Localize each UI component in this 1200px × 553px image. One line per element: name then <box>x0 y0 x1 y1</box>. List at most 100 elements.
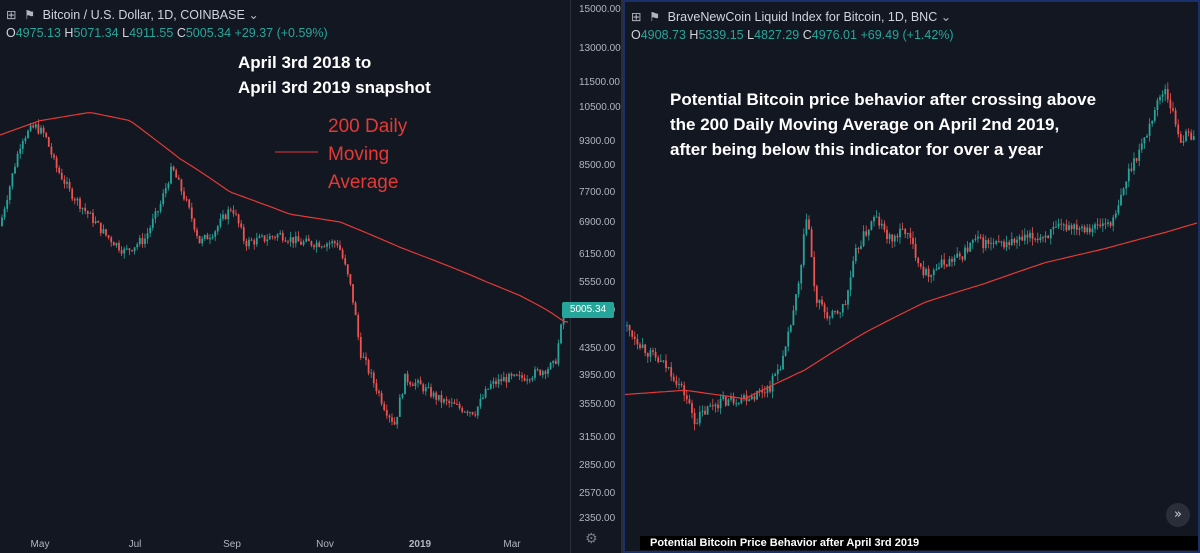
candle-body <box>935 269 938 271</box>
candle-body <box>782 355 784 370</box>
pane-divider[interactable] <box>621 0 623 553</box>
candles <box>1 119 565 429</box>
chevron-down-icon[interactable]: ⌄ <box>940 9 952 24</box>
candle-body <box>987 240 990 244</box>
candle-body <box>198 235 201 244</box>
candle-body <box>1021 236 1024 241</box>
candle-body <box>1122 188 1125 195</box>
candle-body <box>29 125 32 131</box>
right-chart-pane[interactable]: ⊞ ⚑ BraveNewCoin Liquid Index for Bitcoi… <box>623 0 1200 553</box>
candle-body <box>539 369 542 376</box>
candle-body <box>841 303 844 313</box>
candle-body <box>964 247 966 260</box>
candle-body <box>649 350 652 357</box>
left-price-axis[interactable]: 15000.00 13000.00 11500.00 10500.00 9300.00 8… <box>570 0 623 553</box>
candle-body <box>388 415 391 418</box>
candle-body <box>201 238 204 244</box>
candle-body <box>323 246 326 248</box>
candle-body <box>492 381 495 384</box>
candle-body <box>453 402 456 404</box>
candle-body <box>214 231 217 237</box>
right-annotation: Potential Bitcoin price behavior after c… <box>670 90 1097 159</box>
gear-icon[interactable]: ⚙ <box>585 531 598 547</box>
candle-body <box>84 207 87 212</box>
candle-body <box>836 311 839 314</box>
candle-body <box>393 421 396 425</box>
candle-body <box>1138 149 1141 161</box>
candle-body <box>151 218 154 228</box>
candle-body <box>149 227 152 234</box>
double-chevron-right-icon[interactable]: » <box>1166 503 1190 527</box>
candle-body <box>432 392 435 397</box>
left-chart-pane[interactable]: May Jul Sep Nov 2019 Mar ⊞ ⚑ Bitcoin / U.S. D… <box>0 0 570 553</box>
candle-body <box>626 325 628 327</box>
candle-body <box>979 236 982 238</box>
candle-body <box>8 186 11 200</box>
candle-body <box>1127 168 1130 182</box>
candle-body <box>404 373 406 395</box>
x-tick-label: May <box>31 539 50 550</box>
expand-icon[interactable]: ⊞ <box>631 9 642 24</box>
candle-body <box>188 199 191 208</box>
candle-body <box>714 404 717 407</box>
candle-body <box>552 360 555 363</box>
candle-body <box>55 157 58 168</box>
candle-body <box>32 125 35 128</box>
x-axis-ticks: May Jul Sep Nov 2019 Mar <box>31 539 522 550</box>
candle-body <box>875 216 878 218</box>
candle-body <box>435 392 438 400</box>
candle-body <box>242 227 245 241</box>
candle-body <box>698 412 701 424</box>
candle-body <box>1182 140 1185 143</box>
candle-body <box>943 259 946 265</box>
left-price-chart[interactable]: May Jul Sep Nov 2019 Mar <box>0 0 570 553</box>
candle-body <box>1091 228 1094 233</box>
right-symbol-title[interactable]: BraveNewCoin Liquid Index for Bitcoin, 1… <box>667 10 938 24</box>
candle-body <box>222 214 224 219</box>
expand-icon[interactable]: ⊞ <box>6 7 17 22</box>
right-price-chart[interactable] <box>625 2 1198 551</box>
candle-body <box>893 235 896 242</box>
left-symbol-title[interactable]: Bitcoin / U.S. Dollar, 1D, COINBASE <box>42 8 245 22</box>
candle-body <box>237 214 240 224</box>
candle-body <box>71 188 74 200</box>
candle-body <box>958 253 961 257</box>
candle-body <box>810 229 813 257</box>
candle-body <box>730 396 732 400</box>
candle-body <box>445 399 448 401</box>
y-tick-label: 6150.00 <box>579 249 616 260</box>
candle-body <box>349 274 352 285</box>
candle-body <box>115 242 118 246</box>
candle-body <box>657 357 660 362</box>
candle-body <box>276 234 279 238</box>
candle-body <box>1112 217 1115 226</box>
candle-body <box>750 396 753 400</box>
chevron-down-icon[interactable]: ⌄ <box>248 7 259 22</box>
candle-body <box>313 245 315 248</box>
candle-body <box>1174 110 1177 125</box>
candle-body <box>873 216 875 222</box>
candle-body <box>81 207 84 209</box>
candle-body <box>476 406 479 416</box>
candle-body <box>172 166 175 171</box>
candle-body <box>508 373 510 383</box>
candle-body <box>380 393 383 404</box>
candle-body <box>164 187 167 194</box>
candle-body <box>19 148 22 154</box>
candle-body <box>549 362 552 370</box>
candle-body <box>219 218 222 227</box>
candle-body <box>94 221 97 223</box>
candle-body <box>1120 194 1122 206</box>
y-tick-label: 3550.00 <box>579 399 616 410</box>
candle-body <box>724 395 727 406</box>
candle-body <box>849 277 852 291</box>
candle-body <box>157 211 159 213</box>
candle-body <box>1042 237 1044 239</box>
candle-body <box>401 394 404 398</box>
candle-body <box>685 395 688 400</box>
candle-body <box>562 314 565 325</box>
candle-body <box>779 369 782 371</box>
candle-body <box>47 137 50 147</box>
candle-body <box>250 239 253 241</box>
candle-body <box>678 383 680 385</box>
